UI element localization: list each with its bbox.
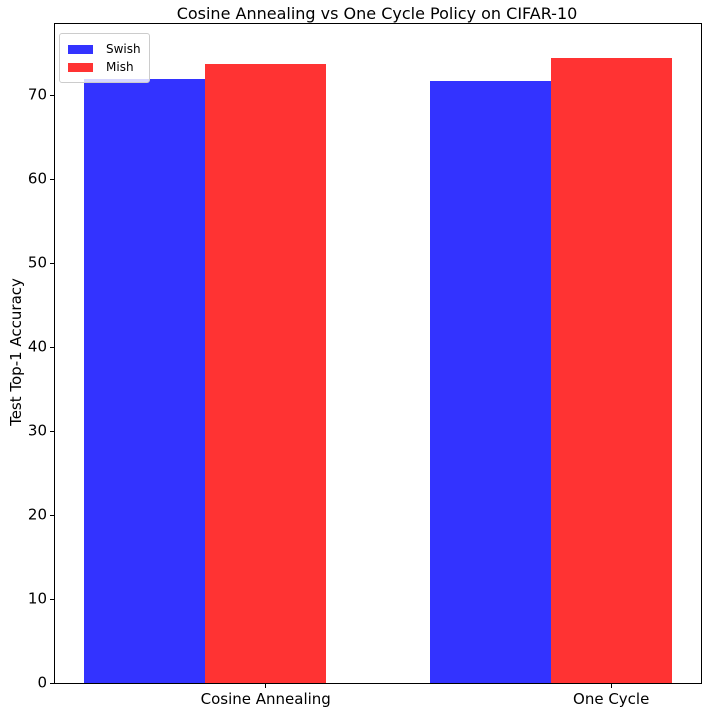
x-tick-label-0: Cosine Annealing: [200, 690, 331, 708]
y-tick-label: 30: [27, 421, 47, 440]
y-tick-mark: [50, 94, 54, 96]
y-tick-label: 10: [27, 589, 47, 608]
x-tick-mark: [265, 684, 267, 688]
swish-legend-swatch: [68, 44, 93, 54]
bar-swish-0: [84, 78, 206, 683]
y-tick-mark: [50, 430, 54, 432]
y-tick-label: 20: [27, 505, 47, 524]
y-tick-label: 0: [37, 673, 47, 692]
legend: Swish Mish: [59, 33, 150, 83]
y-tick-label: 60: [27, 169, 47, 188]
y-tick-mark: [50, 598, 54, 600]
x-tick-label-1: One Cycle: [573, 690, 650, 708]
bar-mish-1: [550, 58, 672, 683]
y-tick-label: 50: [27, 253, 47, 272]
y-tick-mark: [50, 346, 54, 348]
plot-area: 0 10 20 30 40 50 60 70 Cosine Annealing One Cycl…: [28, 23, 702, 708]
legend-label-mish: Mish: [106, 60, 134, 74]
chart-title: Cosine Annealing vs One Cycle Policy on …: [176, 4, 578, 23]
y-axis-label: Test Top-1 Accuracy: [7, 278, 25, 426]
mish-legend-swatch: [68, 62, 93, 72]
x-tick-mark: [610, 684, 612, 688]
bar-swish-1: [429, 81, 551, 683]
legend-item-mish: Mish: [68, 59, 141, 75]
y-tick-mark: [50, 262, 54, 264]
y-tick-mark: [50, 514, 54, 516]
y-tick-label: 70: [27, 85, 47, 104]
legend-item-swish: Swish: [68, 41, 141, 57]
y-tick-label: 40: [27, 337, 47, 356]
bar-mish-0: [205, 64, 327, 683]
y-tick-mark: [50, 178, 54, 180]
y-tick-mark: [50, 682, 54, 684]
legend-label-swish: Swish: [106, 42, 141, 56]
